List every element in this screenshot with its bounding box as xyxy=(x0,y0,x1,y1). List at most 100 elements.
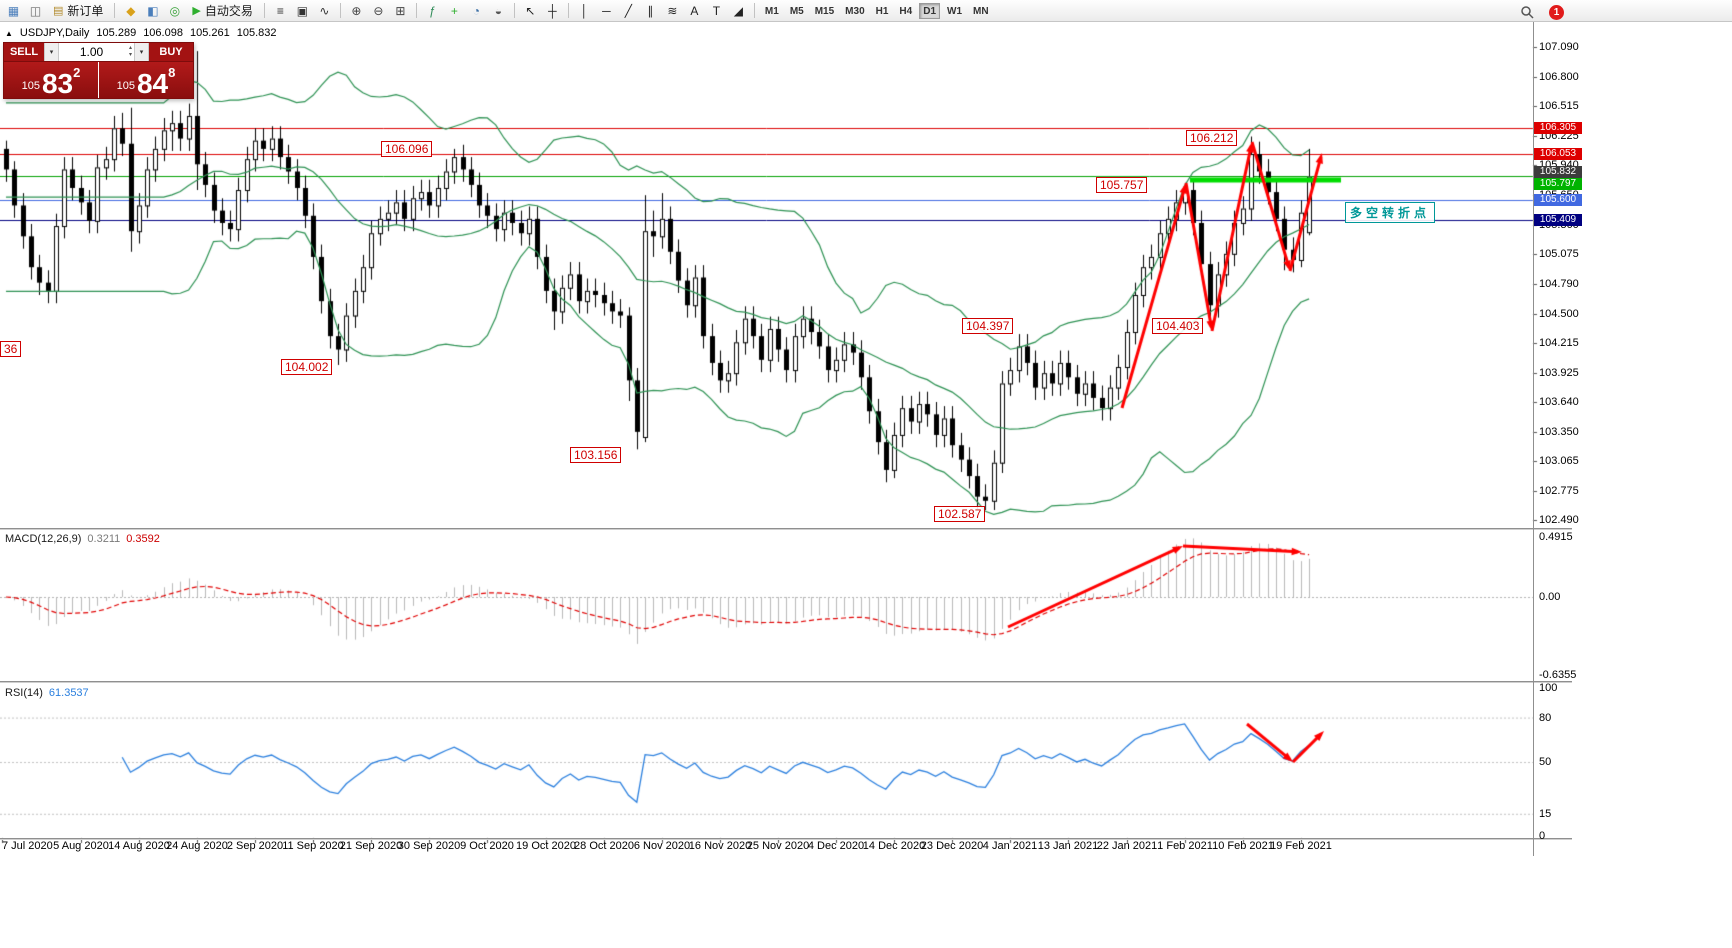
pane-splitter[interactable] xyxy=(0,528,1572,530)
toolbar-right-cluster: 1 xyxy=(1516,3,1564,21)
toolbar-items: ▦ ◫ ▤ 新订单 ◆ ◧ ◎ ▶ 自动交易 ≡ ▣ ∿ ⊕ ⊖ ⊞ ƒ + ◔ ◒ ↖ ┼ │ ─ ╱ ∥ ≋ A T ◢ M1 M5 M1… xyxy=(3,2,994,20)
price-axis-label: 106.515 xyxy=(1539,100,1579,113)
ohlc-close: 105.832 xyxy=(236,27,277,39)
date-axis-label: 14 Dec 2020 xyxy=(862,840,926,852)
sell-options-caret-icon[interactable]: ▾ xyxy=(44,43,59,61)
price-callout[interactable]: 104.397 xyxy=(962,318,1014,334)
price-tag: 105.797 xyxy=(1534,178,1582,191)
buy-price-button[interactable]: 105 84 8 xyxy=(99,62,193,98)
price-axis-label: 102.775 xyxy=(1539,485,1579,497)
line-chart-icon[interactable]: ∿ xyxy=(319,3,330,18)
date-axis-label: 19 Oct 2020 xyxy=(516,840,576,852)
price-axis-label: 103.640 xyxy=(1539,396,1579,408)
price-callout[interactable]: 105.757 xyxy=(1096,177,1148,193)
date-axis-label: 14 Aug 2020 xyxy=(108,840,170,852)
price-callout[interactable]: 36 xyxy=(0,341,22,357)
timeframe-h4-button[interactable]: H4 xyxy=(899,5,913,17)
ohlc-high: 106.098 xyxy=(143,27,183,39)
candlestick-chart-icon[interactable]: ▣ xyxy=(296,3,309,18)
new-order-button[interactable]: ▤ 新订单 xyxy=(47,2,109,20)
ohlc-low: 105.261 xyxy=(189,27,230,39)
autotrading-button[interactable]: ▶ 自动交易 xyxy=(186,2,258,20)
sell-price-button[interactable]: 105 83 2 xyxy=(4,62,98,98)
sell-price-big: 83 xyxy=(41,68,74,99)
date-axis-label: 30 Sep 2020 xyxy=(397,840,461,852)
vertical-line-icon[interactable]: │ xyxy=(580,3,589,18)
date-axis-label: 22 Jan 2021 xyxy=(1096,840,1158,852)
period-clock-icon[interactable]: ◔ xyxy=(472,3,481,18)
crosshair-icon[interactable]: ┼ xyxy=(548,3,557,18)
buy-button[interactable]: BUY xyxy=(149,43,193,61)
volume-input[interactable] xyxy=(59,43,134,61)
buy-price-big: 84 xyxy=(136,68,169,99)
timeframe-mn-button[interactable]: MN xyxy=(973,5,989,17)
price-tag: 105.832 xyxy=(1534,166,1582,179)
toolbar: ▦ ◫ ▤ 新订单 ◆ ◧ ◎ ▶ 自动交易 ≡ ▣ ∿ ⊕ ⊖ ⊞ ƒ + ◔ ◒ ↖ ┼ │ ─ ╱ ∥ ≋ A T ◢ M1 M5 M1… xyxy=(0,0,1732,22)
zoom-out-icon[interactable]: ⊖ xyxy=(373,3,384,18)
timeframe-m1-button[interactable]: M1 xyxy=(764,5,779,17)
collapse-trade-panel-icon[interactable]: ▲ xyxy=(5,28,13,38)
rsi-axis-label: 15 xyxy=(1539,807,1552,820)
cursor-icon[interactable]: ↖ xyxy=(525,3,536,18)
volume-decrement-button[interactable]: ▾ xyxy=(128,52,132,58)
notification-badge[interactable]: 1 xyxy=(1549,4,1564,20)
price-callout[interactable]: 102.587 xyxy=(934,506,986,522)
chart-profiles-icon[interactable]: ◫ xyxy=(29,3,42,18)
new-chart-icon[interactable]: ▦ xyxy=(7,3,20,18)
price-tag: 106.305 xyxy=(1534,121,1582,134)
date-axis-label: 25 Nov 2020 xyxy=(746,840,810,852)
timeframe-h1-button[interactable]: H1 xyxy=(875,5,889,17)
tile-windows-icon[interactable]: ⊞ xyxy=(395,3,406,18)
bar-chart-icon[interactable]: ≡ xyxy=(276,3,284,18)
price-callout[interactable]: 106.212 xyxy=(1186,130,1238,146)
price-axis-label: 103.925 xyxy=(1539,366,1579,379)
market-watch-icon[interactable]: ◧ xyxy=(147,3,159,18)
price-axis-label: 107.090 xyxy=(1539,41,1579,53)
date-axis-label: 4 Jan 2021 xyxy=(982,840,1038,852)
pane-splitter[interactable] xyxy=(0,838,1572,840)
date-axis-label: 13 Jan 2021 xyxy=(1037,840,1099,852)
rsi-indicator-label: RSI(14) 61.3537 xyxy=(5,687,89,699)
date-axis-label: 6 Nov 2020 xyxy=(633,840,691,852)
rsi-name: RSI(14) xyxy=(5,687,43,699)
sell-button[interactable]: SELL xyxy=(4,43,44,61)
add-indicator-icon[interactable]: + xyxy=(450,3,458,18)
volume-field: ▴ ▾ xyxy=(59,43,134,61)
turning-point-label[interactable]: 多空转折点 xyxy=(1345,202,1436,223)
timeframe-m30-button[interactable]: M30 xyxy=(845,5,865,17)
price-callout[interactable]: 104.002 xyxy=(281,359,333,375)
fibonacci-icon[interactable]: ≋ xyxy=(667,3,678,18)
macd-main-value: 0.3211 xyxy=(87,533,121,545)
horizontal-line-icon[interactable]: ─ xyxy=(602,3,611,18)
search-icon[interactable] xyxy=(1516,3,1537,21)
chart-settings-icon[interactable]: ◒ xyxy=(494,3,503,18)
text-tool-icon[interactable]: A xyxy=(690,3,699,18)
price-tag: 105.600 xyxy=(1534,194,1582,207)
channel-icon[interactable]: ∥ xyxy=(647,3,654,18)
shapes-tool-icon[interactable]: ◢ xyxy=(733,3,744,18)
volume-increment-button[interactable]: ▴ xyxy=(128,45,132,51)
navigator-icon[interactable]: ◎ xyxy=(169,3,181,18)
label-tool-icon[interactable]: T xyxy=(712,3,721,18)
sell-price-prefix: 105 xyxy=(21,80,40,92)
macd-axis-label: 0.00 xyxy=(1539,591,1561,603)
indicators-icon[interactable]: ƒ xyxy=(429,3,436,18)
timeframe-w1-button[interactable]: W1 xyxy=(947,5,963,17)
pane-splitter[interactable] xyxy=(0,681,1572,683)
price-callout[interactable]: 106.096 xyxy=(381,141,433,157)
price-callout[interactable]: 103.156 xyxy=(570,447,622,463)
zoom-in-icon[interactable]: ⊕ xyxy=(351,3,362,18)
timeframe-d1-button[interactable]: D1 xyxy=(919,2,941,19)
timeframe-m15-button[interactable]: M15 xyxy=(814,5,835,17)
chart-ohlc-header: ▲ USDJPY,Daily 105.289 106.098 105.261 1… xyxy=(5,27,276,39)
date-axis-label: 10 Feb 2021 xyxy=(1212,840,1274,852)
toolbar-separator xyxy=(263,3,265,18)
buy-options-caret-icon[interactable]: ▾ xyxy=(134,43,149,61)
price-callout[interactable]: 104.403 xyxy=(1152,318,1204,334)
trendline-icon[interactable]: ╱ xyxy=(624,3,633,18)
timeframe-m5-button[interactable]: M5 xyxy=(789,5,804,17)
date-axis-label: 11 Sep 2020 xyxy=(282,840,344,852)
metaeditor-icon[interactable]: ◆ xyxy=(126,3,136,18)
date-axis-label: 9 Oct 2020 xyxy=(460,840,514,852)
